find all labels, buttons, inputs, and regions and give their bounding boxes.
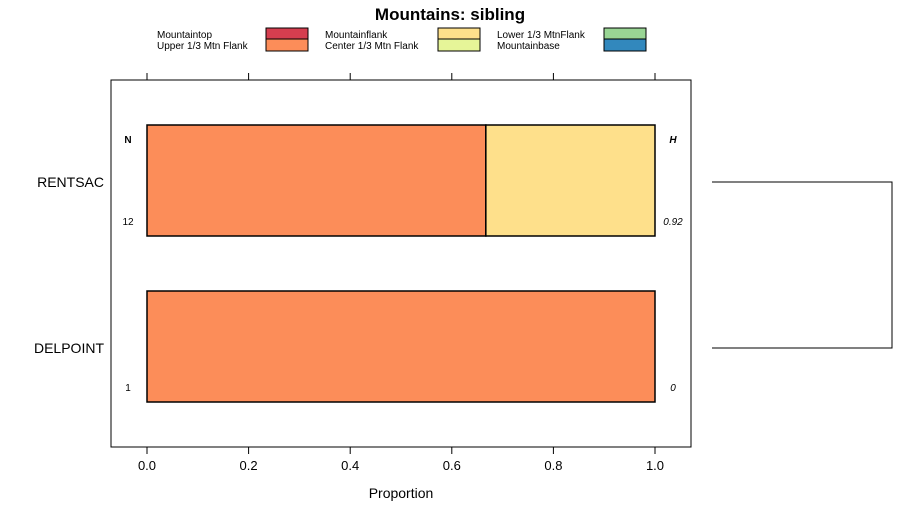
legend-label: Mountaintop xyxy=(157,30,212,41)
legend-label: Upper 1/3 Mtn Flank xyxy=(157,41,249,52)
legend-label: Mountainflank xyxy=(325,30,388,41)
bar-segment xyxy=(485,124,656,237)
chart-title: Mountains: sibling xyxy=(375,5,525,24)
h-header: H xyxy=(669,135,677,146)
x-axis-label: Proportion xyxy=(369,485,434,501)
legend-swatch xyxy=(437,27,481,41)
legend-swatch xyxy=(265,38,309,52)
annotations: RENTSAC 12 0.92 DELPOINT 1 0 N H xyxy=(34,135,683,394)
dendrogram-branch xyxy=(712,181,893,349)
category-label: DELPOINT xyxy=(34,340,104,356)
category-label: RENTSAC xyxy=(37,174,104,190)
n-header: N xyxy=(124,135,131,146)
x-tick-label: 0.8 xyxy=(544,458,562,473)
bar-segment xyxy=(146,290,656,403)
dendrogram xyxy=(712,181,893,349)
legend-label: Center 1/3 Mtn Flank xyxy=(325,41,419,52)
h-value: 0.92 xyxy=(663,217,683,228)
x-tick-label: 0.2 xyxy=(240,458,258,473)
legend-swatch xyxy=(603,38,647,52)
legend-swatch xyxy=(437,38,481,52)
legend: Mountaintop Mountainflank Lower 1/3 MtnFla… xyxy=(157,27,647,52)
x-tick-label: 0.0 xyxy=(138,458,156,473)
h-value: 0 xyxy=(670,383,676,394)
legend-label: Mountainbase xyxy=(497,41,560,52)
bar-segment xyxy=(146,124,487,237)
bars xyxy=(146,124,656,403)
n-value: 1 xyxy=(125,383,131,394)
legend-swatch xyxy=(265,27,309,41)
plot-frame xyxy=(110,79,692,448)
legend-swatch xyxy=(603,27,647,41)
legend-label: Lower 1/3 MtnFlank xyxy=(497,30,586,41)
x-tick-label: 1.0 xyxy=(646,458,664,473)
axes: 0.0 0.2 0.4 0.6 0.8 1.0 xyxy=(138,73,664,473)
n-value: 12 xyxy=(122,217,134,228)
x-tick-label: 0.6 xyxy=(443,458,461,473)
x-tick-label: 0.4 xyxy=(341,458,359,473)
